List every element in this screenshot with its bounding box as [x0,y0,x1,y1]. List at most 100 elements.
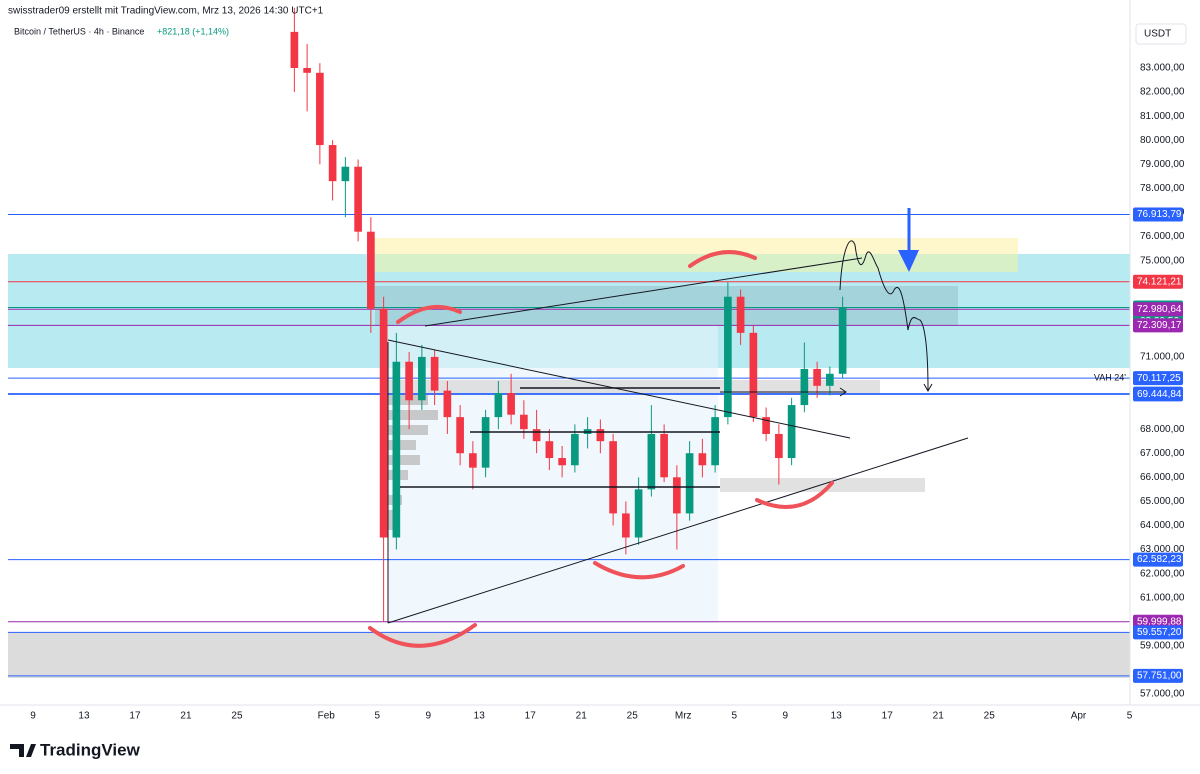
candle-body [596,429,605,442]
x-tick-label: 25 [984,711,996,722]
candle-body [813,368,821,386]
x-tick-label: Apr [1071,711,1087,722]
candle-body [405,361,413,401]
candle-body [367,231,375,309]
profile-bar [388,410,438,420]
currency-box[interactable] [1135,23,1187,45]
chart-title: Bitcoin / TetherUS · 4h · Binance [14,26,144,36]
candle-body [507,393,515,415]
x-tick-label: 5 [1127,711,1133,722]
price-label: 62.582,23 [1137,554,1182,565]
price-label-box [1133,371,1183,386]
x-tick-label: 5 [374,711,380,722]
x-tick-label: 9 [30,711,36,722]
forecast-path [839,240,933,393]
candle-body [826,373,834,386]
price-label-box [1133,207,1183,222]
profile-bar [388,425,428,435]
candle-body [749,332,758,418]
candle-body [379,308,388,538]
candle-body [328,145,337,182]
y-tick-label: 71.000,00 [1140,352,1185,363]
arrow-head [898,250,919,272]
x-tick-label: 21 [933,711,945,722]
arc [368,623,477,648]
candle-body [609,441,617,514]
price-label: 57.751,00 [1137,671,1182,682]
candle-body [838,307,847,374]
candle-body [430,356,439,391]
candle-body [520,414,528,430]
candle-body [392,361,401,538]
x-tick-label: 25 [627,711,639,722]
candle-body [724,296,732,418]
x-tick-label: 9 [425,711,431,722]
price-label: 72.980,64 [1137,304,1182,315]
arc [688,250,757,268]
change: +821,18 (+1,14%) [157,26,229,36]
candle-body [456,417,464,454]
y-tick-label: 76.000,00 [1140,231,1185,242]
y-tick-label: 68.000,00 [1140,424,1185,435]
zone [8,632,1130,678]
price-label-box [1133,387,1183,402]
price-label: 72.309,17 [1137,320,1182,331]
x-tick-label: 25 [231,711,243,722]
candle-body [711,417,719,466]
price-label-box [1133,668,1183,683]
candle-body [685,453,694,514]
y-tick-label: 59.000,00 [1140,640,1185,651]
y-tick-label: 81.000,00 [1140,111,1185,122]
y-tick-label: 67.000,00 [1140,448,1185,459]
candle-body [545,441,554,459]
profile-bar [388,440,416,450]
y-tick-label: 66.000,00 [1140,472,1185,483]
price-label: 70.117,25 [1137,373,1181,384]
y-tick-label: 62.000,00 [1140,568,1185,579]
trend-line [424,257,863,327]
candle-body [800,368,809,406]
price-label: 76.913,79 [1137,209,1182,220]
profile-bar [388,455,420,465]
candle-body [622,513,630,538]
y-tick-label: 79.000,00 [1140,159,1185,170]
y-tick-label: 57.000,00 [1140,689,1185,700]
zone [375,286,958,326]
y-tick-label: 65.000,00 [1140,496,1185,507]
y-tick-label: 80.000,00 [1140,135,1185,146]
candle-body [558,458,566,466]
x-tick-label: 13 [78,711,90,722]
candle-body [354,166,362,232]
candle-body [290,31,299,68]
candle-body [316,72,324,146]
price-label-box [1133,614,1183,629]
currency: USDT [1144,29,1171,40]
arc [396,304,462,324]
zone [720,478,925,492]
arc [593,561,685,580]
credit: swisstrader09 erstellt mit TradingView.c… [8,6,324,17]
y-tick-label: 63.000,00 [1140,544,1185,555]
candle-body [303,67,311,73]
x-tick-label: Mrz [675,711,692,722]
x-tick-label: Feb [318,711,336,722]
x-tick-label: 17 [129,711,141,722]
candle-body [673,477,681,514]
arc [755,481,834,509]
brand-logo [10,744,36,757]
candle-body [494,393,503,418]
candle-body [698,453,707,466]
candle-body [469,453,477,468]
price-label: 59.999,88 [1137,616,1182,627]
x-tick-label: 5 [731,711,737,722]
annotations [368,208,969,648]
y-tick-label: 82.000,00 [1140,87,1185,98]
x-tick-label: 13 [831,711,843,722]
candle-body [532,429,541,442]
candle-body [647,433,656,490]
candle-body [787,405,796,459]
y-tick-label: 61.000,00 [1140,592,1185,603]
x-tick-label: 13 [474,711,486,722]
candle-body [762,417,770,434]
